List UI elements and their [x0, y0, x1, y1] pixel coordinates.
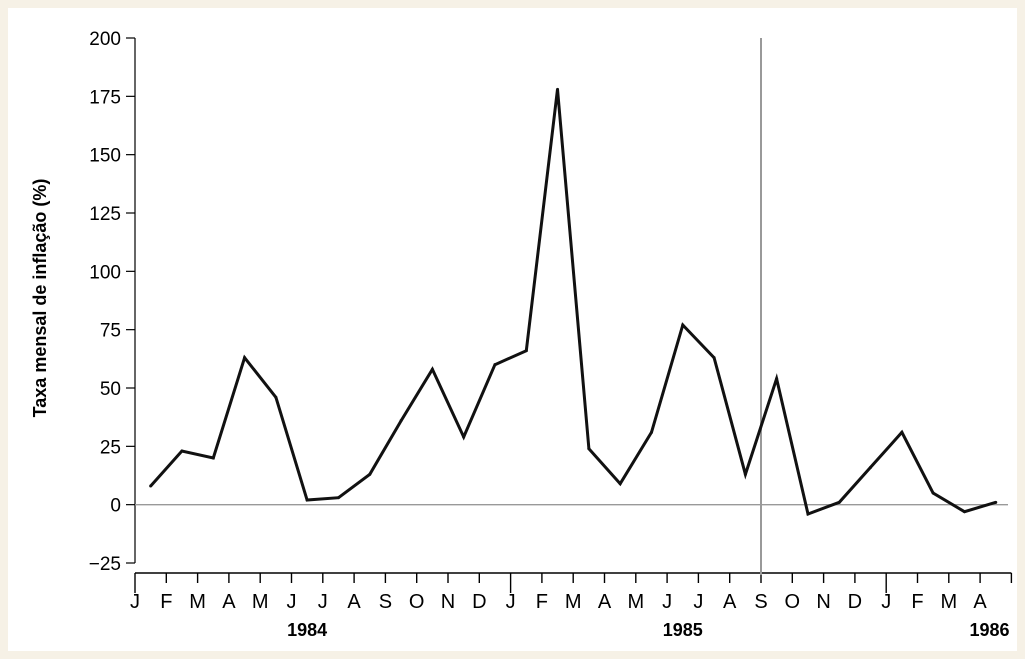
y-tick-label: 100 [89, 262, 121, 283]
data-point [368, 472, 372, 476]
data-point [806, 512, 810, 516]
data-point [274, 395, 278, 399]
month-label: J [130, 591, 140, 613]
data-point [994, 500, 998, 504]
y-tick-label: 150 [89, 146, 121, 167]
data-point [618, 482, 622, 486]
data-point [399, 419, 403, 423]
year-label: 1985 [663, 620, 703, 640]
data-point [493, 363, 497, 367]
data-point [243, 356, 247, 360]
month-label: J [506, 591, 516, 613]
month-label: M [189, 591, 206, 613]
y-tick-label: 75 [100, 321, 121, 342]
month-label: A [598, 591, 612, 613]
data-point [869, 465, 873, 469]
month-label: J [287, 591, 297, 613]
month-label: F [536, 591, 548, 613]
inflation-series-line [149, 89, 997, 517]
month-label: F [911, 591, 923, 613]
month-label: A [347, 591, 361, 613]
month-label: J [693, 591, 703, 613]
reference-lines [135, 38, 1008, 575]
month-label: S [754, 591, 767, 613]
data-point [462, 435, 466, 439]
y-tick-label: 25 [100, 437, 121, 458]
data-point [556, 87, 560, 91]
data-point [962, 510, 966, 514]
data-point [336, 496, 340, 500]
year-label: 1986 [969, 620, 1009, 640]
data-point [149, 484, 153, 488]
month-label: M [565, 591, 582, 613]
month-label: N [816, 591, 830, 613]
data-point [837, 500, 841, 504]
data-point [524, 349, 528, 353]
month-label: A [723, 591, 737, 613]
month-label: F [160, 591, 172, 613]
month-label: M [940, 591, 957, 613]
month-label: J [881, 591, 891, 613]
data-point [587, 447, 591, 451]
data-point [743, 472, 747, 476]
month-label: O [409, 591, 425, 613]
y-tick-label: 200 [89, 29, 121, 50]
data-point [305, 498, 309, 502]
y-axis-label: Taxa mensal de inflação (%) [30, 179, 50, 418]
month-label: D [472, 591, 486, 613]
data-point [430, 367, 434, 371]
data-point [681, 323, 685, 327]
series [149, 87, 998, 517]
y-tick-label: 125 [89, 204, 121, 225]
data-point [712, 356, 716, 360]
y-tick-label: 175 [89, 87, 121, 108]
y-axis: −25 0 25 50 75 100 125 150 175 200 [89, 29, 136, 575]
month-label: S [379, 591, 392, 613]
y-tick-label: 50 [100, 379, 121, 400]
month-label: A [973, 591, 987, 613]
data-point [931, 491, 935, 495]
month-label: M [252, 591, 269, 613]
month-label: J [318, 591, 328, 613]
month-label: O [785, 591, 801, 613]
month-label: M [627, 591, 644, 613]
y-tick-label: −25 [89, 554, 121, 575]
month-label: J [662, 591, 672, 613]
month-label: A [222, 591, 236, 613]
data-point [775, 377, 779, 381]
data-point [211, 456, 215, 460]
data-point [900, 430, 904, 434]
month-label: N [441, 591, 455, 613]
month-label: D [848, 591, 862, 613]
data-point [649, 430, 653, 434]
year-label: 1984 [287, 620, 327, 640]
y-tick-label: 0 [110, 496, 121, 517]
data-point [180, 449, 184, 453]
